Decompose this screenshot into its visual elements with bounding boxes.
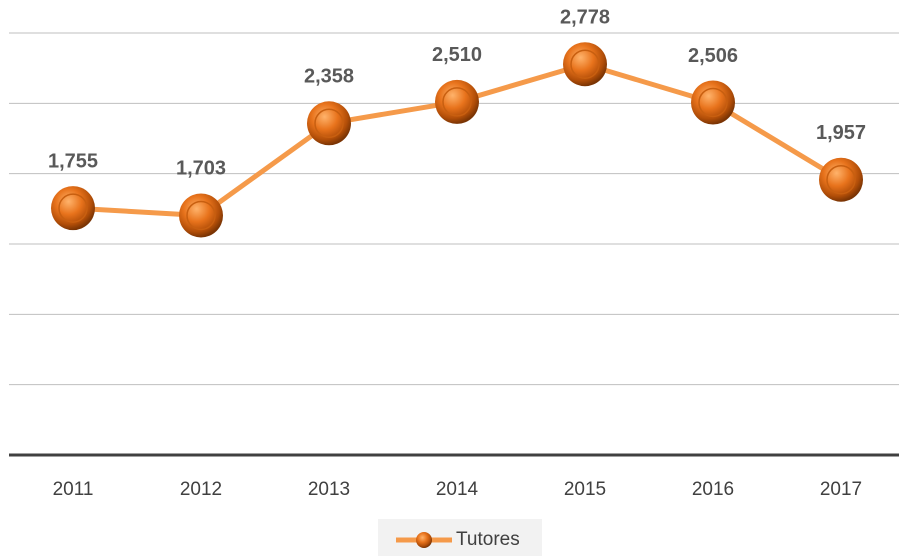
marker-ring (442, 87, 472, 117)
data-label: 2,506 (688, 45, 738, 67)
marker (179, 193, 223, 238)
x-tick-label: 2013 (308, 479, 350, 500)
data-label: 1,755 (48, 150, 98, 172)
marker (51, 186, 95, 231)
marker-ring (58, 193, 88, 223)
data-label: 2,358 (304, 66, 354, 88)
marker-ring (826, 164, 856, 195)
marker (819, 157, 863, 202)
legend: Tutores (378, 519, 542, 556)
marker-ring (698, 87, 728, 118)
x-tick-label: 2015 (564, 479, 606, 500)
legend-marker (416, 532, 432, 548)
x-tick-label: 2014 (436, 479, 479, 500)
data-label: 2,510 (432, 44, 482, 66)
marker (435, 79, 479, 124)
legend-label: Tutores (456, 529, 520, 550)
marker (691, 80, 735, 125)
marker-ring (186, 200, 216, 231)
data-label: 1,957 (816, 122, 866, 144)
x-tick-label: 2016 (692, 479, 734, 500)
plot: 1,755 1,703 2,358 2,510 2,778 2,506 1,957 (48, 7, 866, 238)
marker-ring (570, 49, 600, 79)
marker (307, 101, 351, 146)
data-label: 1,703 (176, 158, 226, 180)
data-label: 2,778 (560, 7, 610, 29)
x-tick-label: 2017 (820, 479, 862, 500)
marker-ring (314, 108, 344, 139)
marker (563, 42, 607, 87)
x-tick-label: 2012 (180, 479, 222, 500)
x-tick-label: 2011 (53, 479, 94, 500)
